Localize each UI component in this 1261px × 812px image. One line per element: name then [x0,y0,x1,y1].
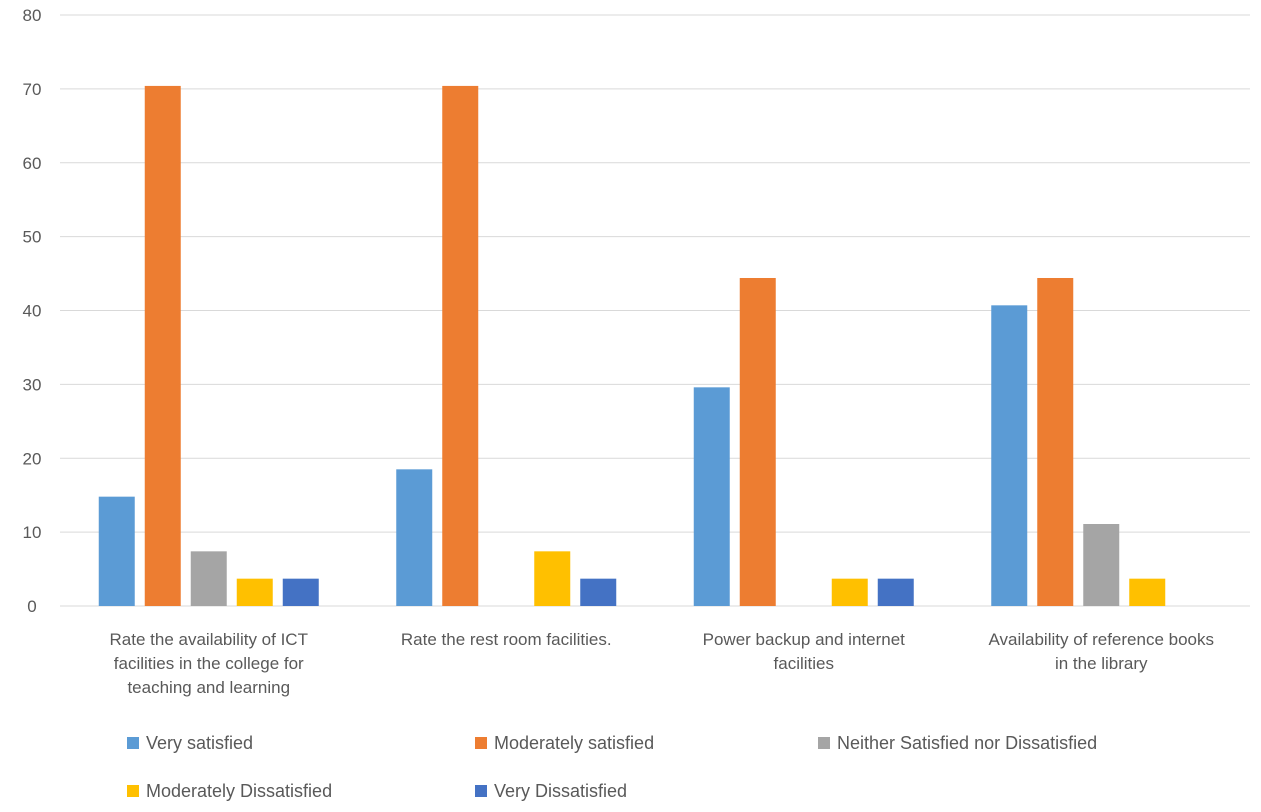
bar [442,85,479,607]
y-tick-label: 80 [23,6,42,25]
legend-swatch [818,737,830,749]
bar [693,387,730,606]
x-category-label: facilities [774,654,834,673]
bar [144,85,181,607]
bar [236,578,273,606]
bar [991,305,1028,606]
x-axis-categories: Rate the availability of ICT facilities i… [110,630,1214,697]
x-category-label: facilities in the college for [114,654,304,673]
legend-swatch [475,737,487,749]
y-tick-label: 70 [23,80,42,99]
bar [190,551,227,606]
bar [396,469,433,606]
bar [534,551,571,606]
bar [282,578,319,606]
bar [1037,277,1074,606]
bar [580,578,617,606]
legend-swatch [127,737,139,749]
x-category-label: Rate the rest room facilities. [401,630,612,649]
bar [1083,523,1120,606]
x-category-label: Rate the availability of ICT [110,630,308,649]
y-tick-label: 40 [23,302,42,321]
bar [1129,578,1166,606]
y-tick-label: 60 [23,154,42,173]
y-axis-ticks: 0 10 20 30 40 50 60 70 80 [23,6,42,616]
gridlines [60,14,1250,607]
legend-label: Moderately Dissatisfied [146,781,332,801]
bar [877,578,914,606]
x-category-label: Power backup and internet [703,630,906,649]
y-tick-label: 0 [27,597,36,616]
y-tick-label: 10 [23,523,42,542]
y-tick-label: 30 [23,375,42,394]
y-tick-label: 50 [23,228,42,247]
x-category-label: teaching and learning [127,678,290,697]
legend-swatch [475,785,487,797]
legend-label: Very Dissatisfied [494,781,627,801]
x-category-label: in the library [1055,654,1148,673]
bar [98,496,135,606]
y-tick-label: 20 [23,449,42,468]
legend: Very satisfied Moderately satisfied Neithe… [127,733,1097,801]
bar [739,277,776,606]
legend-label: Neither Satisfied nor Dissatisfied [837,733,1097,753]
legend-swatch [127,785,139,797]
legend-label: Very satisfied [146,733,253,753]
x-category-label: Availability of reference books [988,630,1214,649]
legend-label: Moderately satisfied [494,733,654,753]
bar [831,578,868,606]
bars [98,85,1166,607]
